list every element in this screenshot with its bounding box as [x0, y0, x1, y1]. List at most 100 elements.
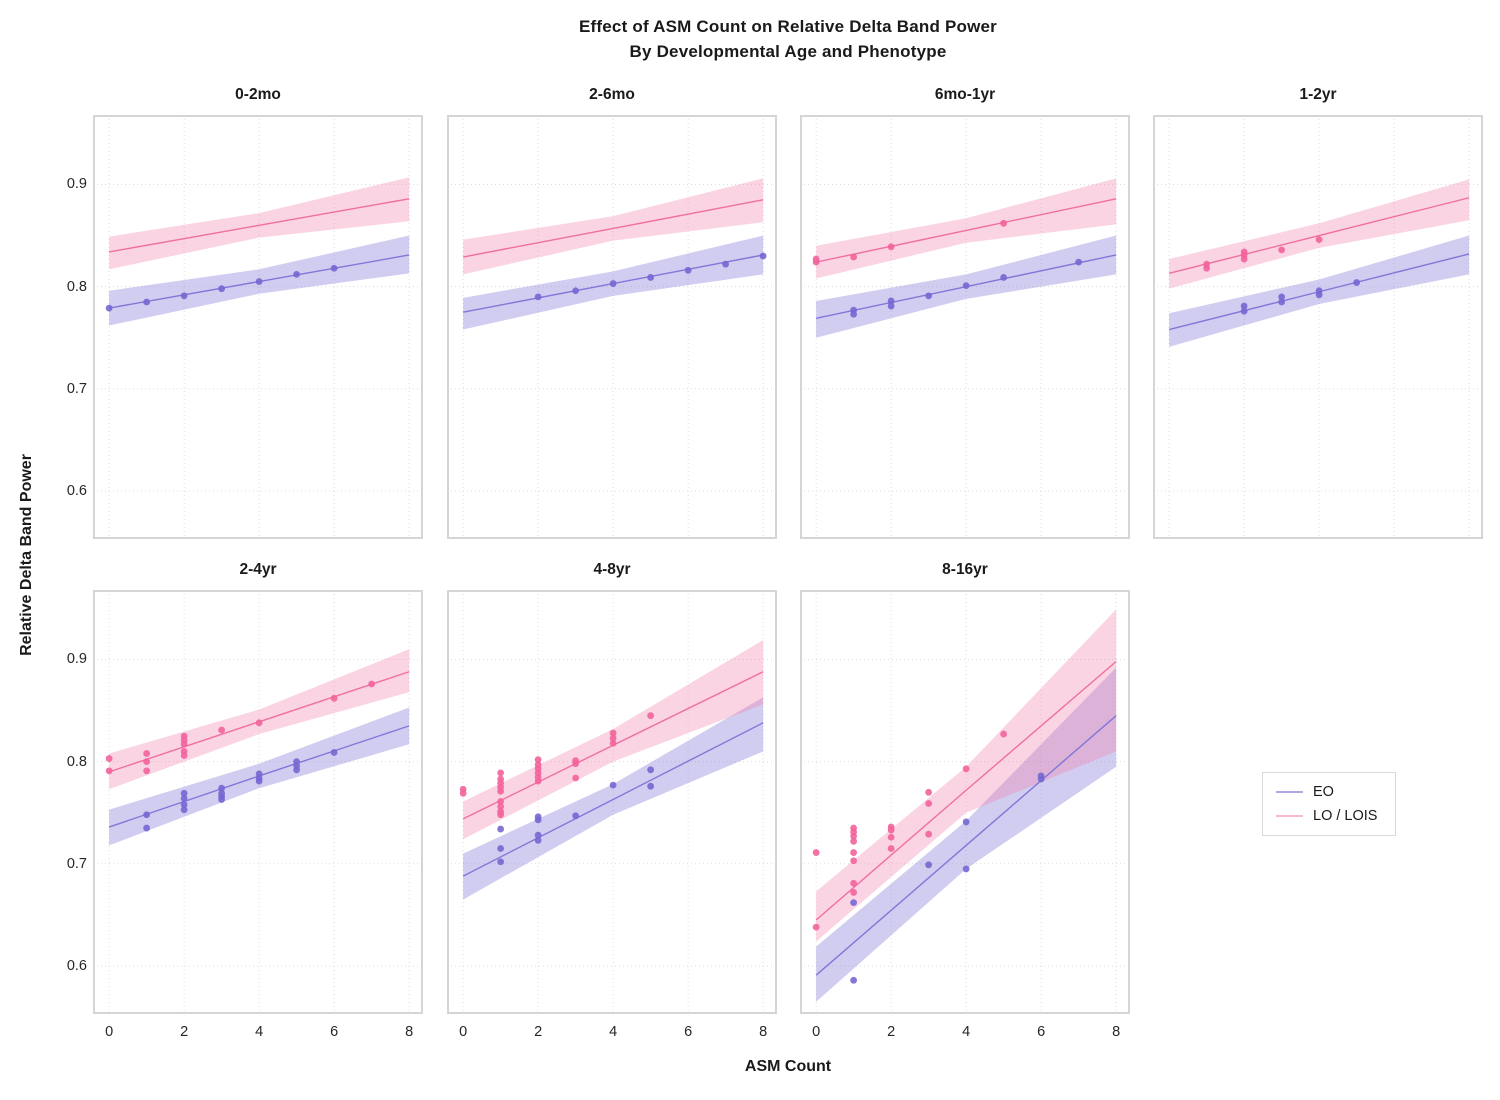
- scatter-point-eo: [534, 836, 542, 844]
- scatter-point-eo: [1240, 307, 1248, 315]
- x-tick-label: 0: [459, 1024, 468, 1040]
- y-axis-label: Relative Delta Band Power: [18, 454, 35, 656]
- y-tick-label: 0.8: [66, 753, 87, 770]
- scatter-point-eo: [1353, 279, 1361, 286]
- scatter-point-eo: [962, 282, 970, 290]
- scatter-point-eo: [722, 260, 730, 268]
- x-tick-label: 2: [180, 1024, 189, 1040]
- x-tick-label: 2: [534, 1024, 543, 1040]
- ci-band-lo: [816, 178, 1117, 279]
- facet-title-2-4yr: 2-4yr: [239, 561, 277, 578]
- ci-band-lo: [463, 178, 764, 275]
- trend-line-eo: [462, 722, 764, 877]
- scatter-point-eo: [1240, 302, 1248, 310]
- scatter-point-eo: [497, 825, 505, 833]
- x-tick-label: 6: [684, 1024, 693, 1040]
- scatter-point-lo: [925, 788, 933, 796]
- scatter-point-eo: [255, 278, 263, 285]
- panel-border: [800, 115, 1130, 539]
- scatter-point-lo: [887, 823, 895, 831]
- scatter-point-lo: [850, 253, 858, 261]
- scatter-point-eo: [1278, 293, 1286, 301]
- scatter-point-eo: [143, 298, 151, 306]
- x-tick-label: 8: [1112, 1024, 1121, 1040]
- scatter-point-lo: [218, 726, 226, 734]
- scatter-point-eo: [497, 858, 505, 866]
- scatter-point-eo: [962, 865, 970, 873]
- facet-title-6mo-1yr: 6mo-1yr: [934, 86, 996, 103]
- scatter-point-eo: [1278, 298, 1286, 306]
- scatter-point-eo: [180, 801, 188, 808]
- facet-title-4-8yr: 4-8yr: [593, 561, 631, 578]
- scatter-point-eo: [572, 812, 580, 820]
- x-tick-label: 4: [255, 1024, 264, 1040]
- scatter-point-lo: [850, 879, 858, 887]
- scatter-point-eo: [534, 293, 542, 301]
- scatter-point-lo: [105, 767, 113, 775]
- scatter-point-eo: [887, 297, 895, 305]
- scatter-point-eo: [218, 789, 226, 797]
- scatter-point-lo: [459, 785, 467, 793]
- facet-plot-8-16yr: [800, 590, 1130, 1014]
- scatter-point-eo: [293, 758, 301, 766]
- facet-title-0-2mo: 0-2mo: [235, 86, 281, 103]
- scatter-point-eo: [887, 302, 895, 310]
- scatter-point-lo: [534, 761, 542, 769]
- facet-panel-2-4yr: [93, 590, 423, 1014]
- facet-plot-6mo-1yr: [800, 115, 1130, 539]
- scatter-point-lo: [850, 849, 858, 856]
- scatter-point-lo: [497, 775, 505, 783]
- scatter-point-lo: [812, 849, 820, 856]
- figure-title-line2: By Developmental Age and Phenotype: [629, 42, 947, 61]
- x-tick-label: 0: [812, 1024, 821, 1040]
- y-tick-label: 0.9: [66, 176, 87, 193]
- scatter-point-lo: [1203, 260, 1211, 268]
- scatter-point-eo: [850, 899, 858, 907]
- scatter-point-eo: [572, 287, 580, 295]
- scatter-point-lo: [962, 765, 970, 773]
- ci-band-eo: [816, 667, 1117, 1002]
- scatter-point-eo: [684, 266, 692, 274]
- legend-entry-eo: EO: [1276, 784, 1377, 800]
- figure-title-line1: Effect of ASM Count on Relative Delta Ba…: [579, 17, 997, 36]
- ci-band-lo: [816, 609, 1117, 942]
- scatter-point-eo: [180, 789, 188, 797]
- y-tick-label: 0.6: [66, 482, 87, 499]
- scatter-point-lo: [572, 757, 580, 765]
- trend-line-eo: [815, 715, 1117, 976]
- scatter-point-eo: [647, 766, 655, 774]
- x-tick-label: 6: [330, 1024, 339, 1040]
- facet-panel-4-8yr: [447, 590, 777, 1014]
- facet-panel-2-6mo: [447, 115, 777, 539]
- scatter-point-lo: [850, 889, 858, 896]
- scatter-point-lo: [1000, 730, 1008, 738]
- scatter-point-lo: [534, 756, 542, 763]
- scatter-point-eo: [1315, 287, 1323, 295]
- panel-border: [93, 590, 423, 1014]
- scatter-point-lo: [497, 798, 505, 805]
- scatter-point-lo: [925, 800, 933, 807]
- trend-line-lo: [815, 660, 1117, 921]
- scatter-point-eo: [330, 264, 338, 272]
- facet-panel-0-2mo: [93, 115, 423, 539]
- y-tick-label: 0.7: [66, 380, 87, 397]
- facet-plot-2-4yr: [93, 590, 423, 1014]
- scatter-point-lo: [1278, 246, 1286, 254]
- scatter-point-eo: [1000, 274, 1008, 281]
- x-tick-label: 8: [405, 1024, 414, 1040]
- scatter-point-lo: [330, 694, 338, 702]
- legend-label-eo: EO: [1313, 784, 1334, 800]
- ci-band-lo: [109, 177, 410, 270]
- panel-border: [93, 115, 423, 539]
- scatter-point-lo: [105, 755, 113, 762]
- trend-line-lo: [109, 198, 410, 253]
- figure-title: Effect of ASM Count on Relative Delta Ba…: [93, 14, 1483, 64]
- scatter-point-lo: [255, 719, 263, 727]
- facet-plot-4-8yr: [447, 590, 777, 1014]
- scatter-point-lo: [925, 830, 933, 838]
- x-tick-label: 6: [1037, 1024, 1046, 1040]
- legend-entry-lo: LO / LOIS: [1276, 808, 1377, 824]
- facet-panel-1-2yr: [1153, 115, 1483, 539]
- trend-line-lo: [462, 199, 764, 258]
- scatter-point-lo: [1000, 219, 1008, 227]
